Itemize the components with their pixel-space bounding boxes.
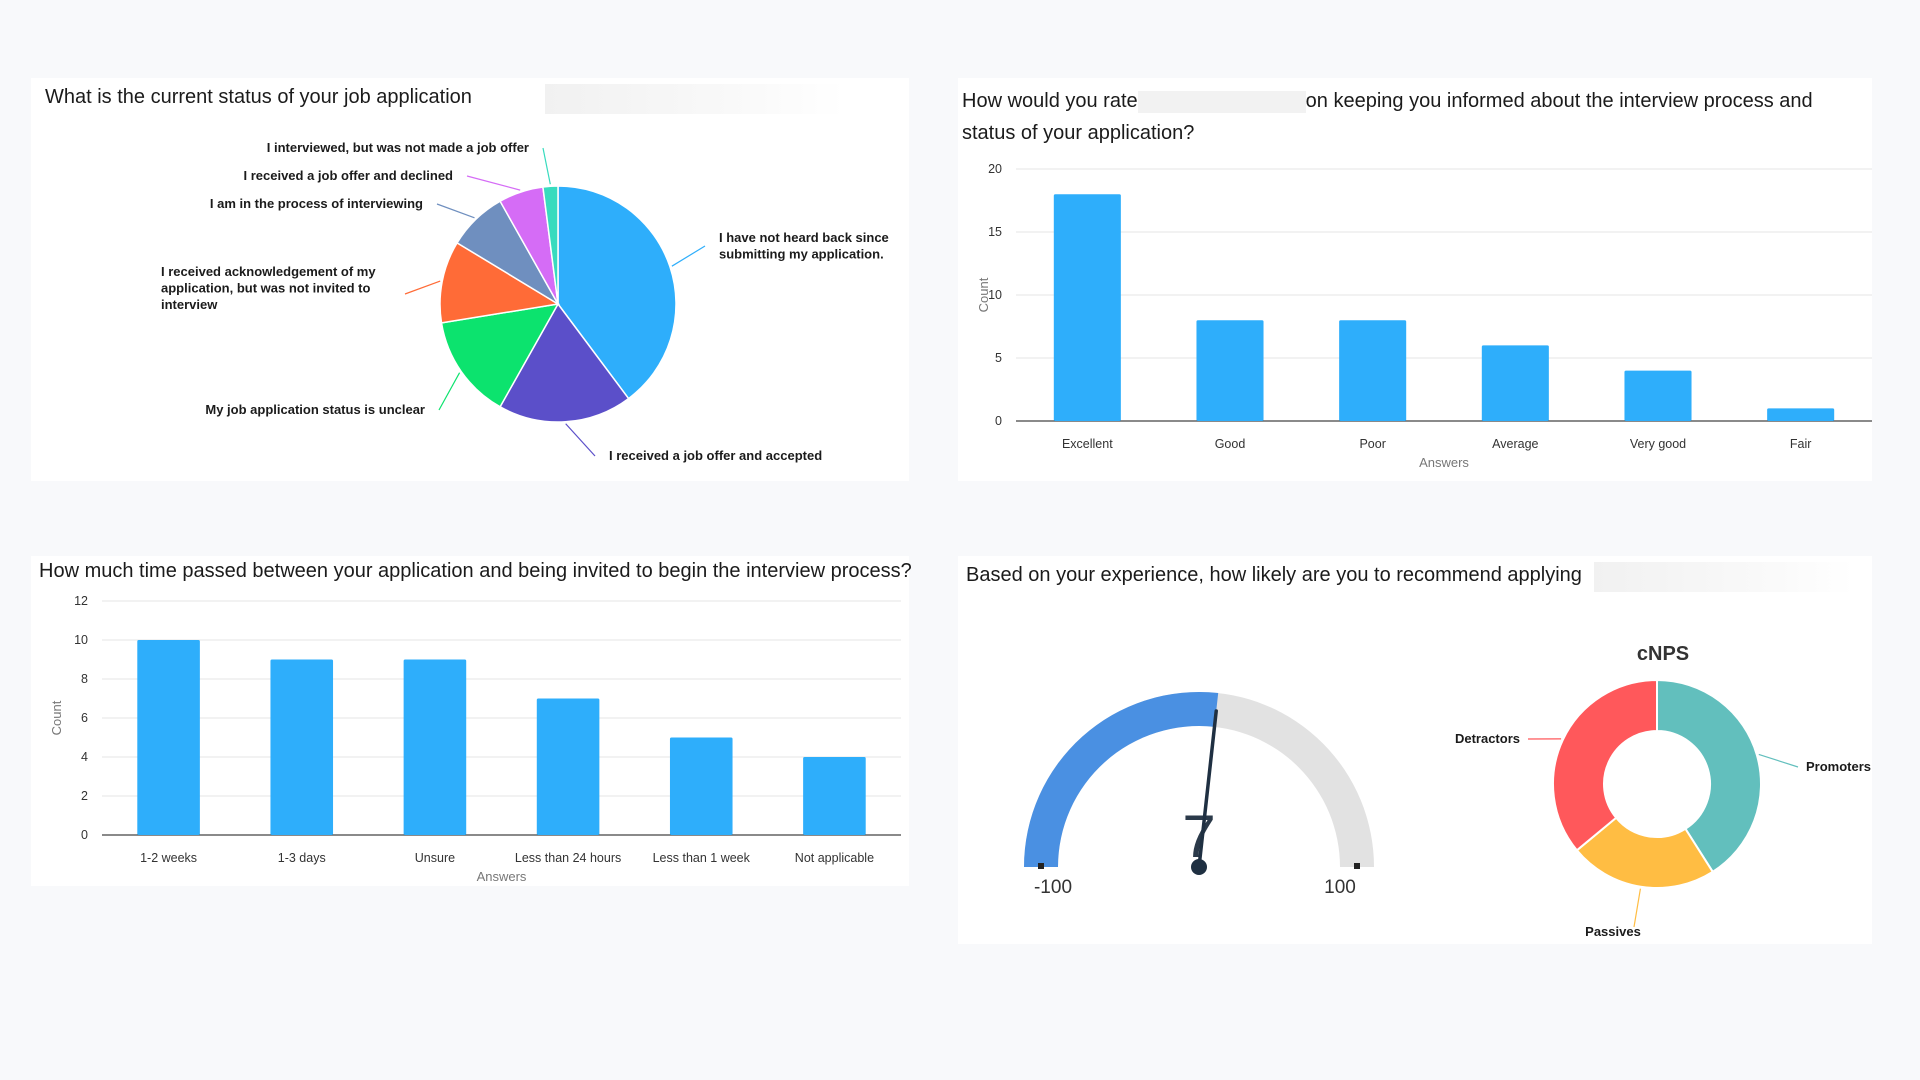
x-tick-label: 1-2 weeks (140, 851, 197, 865)
rating-chart-title-line2: status of your application? (962, 122, 1195, 144)
y-tick-label: 10 (988, 288, 1002, 302)
gauge-min-label: -100 (1034, 877, 1072, 898)
bar (803, 757, 866, 835)
y-axis-title: Count (49, 700, 64, 735)
bar (1196, 320, 1264, 421)
pie-leader-line (565, 423, 596, 457)
x-axis-title: Answers (1419, 455, 1469, 470)
donut-slice-label: Promoters (1806, 759, 1871, 774)
pie-slice (499, 302, 630, 423)
y-tick-label: 0 (995, 414, 1002, 428)
gauge-min-tick (1038, 863, 1044, 869)
rating-bar-chart: 0 5 10 15 20 Excellent Good Poor Average Very goo… (976, 162, 1872, 470)
gauge-max-label: 100 (1324, 877, 1356, 898)
gauge-max-tick (1354, 863, 1360, 869)
pie-slice-label: I have not heard back since submitting my… (719, 230, 889, 262)
pie-slice (557, 185, 677, 400)
pie-slice-label: My job application status is unclear (205, 402, 425, 417)
pie-slice-label: I interviewed, but was not made a job of… (267, 140, 529, 155)
y-tick-label: 2 (81, 789, 88, 803)
time-chart-panel: How much time passed between your applic… (31, 556, 912, 886)
redacted-text (1594, 562, 1854, 592)
pie-slice-label: I received acknowledgement of my applicat… (161, 264, 376, 312)
y-tick-label: 10 (74, 633, 88, 647)
cnps-gauge: 7-100 100 (1024, 692, 1374, 898)
donut-slice-label: Passives (1585, 924, 1641, 939)
pie-slice-label: I am in the process of interviewing (210, 196, 423, 211)
bar (1767, 408, 1835, 421)
donut-slice (1552, 678, 1658, 852)
x-tick-label: Very good (1630, 437, 1686, 451)
pie-leader-line (404, 280, 441, 295)
time-bar-chart: 0 2 4 6 8 10 12 1-2 weeks 1-3 days Unsure Less tha… (49, 594, 901, 884)
time-chart-title: How much time passed between your applic… (39, 560, 912, 582)
bar (1624, 370, 1692, 421)
x-tick-label: Good (1215, 437, 1246, 451)
pie-leader-line (436, 203, 475, 219)
y-tick-label: 4 (81, 750, 88, 764)
redacted-text (545, 84, 845, 114)
recommend-chart-panel: Based on your experience, how likely are… (958, 556, 1872, 944)
rating-title-end: on keeping you informed about the interv… (1305, 90, 1813, 112)
x-tick-label: Average (1492, 437, 1538, 451)
pie-leader-line (466, 175, 521, 191)
x-tick-label: Excellent (1062, 437, 1113, 451)
y-tick-label: 8 (81, 672, 88, 686)
status-pie-chart: I have not heard back since submitting my… (161, 140, 889, 463)
pie-slice (542, 185, 559, 305)
y-tick-label: 12 (74, 594, 88, 608)
y-tick-label: 20 (988, 162, 1002, 176)
pie-leader-line (542, 147, 551, 185)
bar (137, 640, 200, 835)
bar (536, 698, 600, 835)
x-tick-label: Fair (1790, 437, 1812, 451)
y-tick-label: 15 (988, 225, 1002, 239)
donut-leader-line (1758, 753, 1799, 768)
pie-slice-label: I received a job offer and declined (243, 168, 453, 183)
donut-slice (1656, 678, 1762, 874)
pie-slice (440, 303, 560, 408)
bar (1339, 320, 1407, 421)
x-tick-label: Less than 1 week (653, 851, 751, 865)
rating-title-start: How would you rate (962, 90, 1138, 112)
bar (1053, 194, 1121, 421)
recommend-chart-title: Based on your experience, how likely are… (966, 564, 1582, 586)
y-tick-label: 5 (995, 351, 1002, 365)
x-tick-label: Unsure (415, 851, 455, 865)
donut-leader-line (1633, 888, 1642, 928)
pie-slice (439, 241, 561, 324)
bar (669, 737, 733, 835)
status-chart-panel: What is the current status of your job a… (31, 78, 909, 481)
rating-chart-panel: How would you rate on keeping you informe… (958, 78, 1872, 481)
x-tick-label: Less than 24 hours (515, 851, 621, 865)
cnps-donut-chart: cNPS Promoters Passives Detractors (1455, 643, 1871, 939)
bar (270, 659, 334, 835)
donut-slice-label: Detractors (1455, 731, 1520, 746)
x-axis-title: Answers (477, 869, 527, 884)
donut-title: cNPS (1637, 643, 1689, 665)
rating-chart-title: How would you rate on keeping you informe… (962, 86, 1813, 117)
y-axis-title: Count (976, 277, 991, 312)
redacted-text (1137, 90, 1306, 113)
y-tick-label: 6 (81, 711, 88, 725)
y-tick-label: 0 (81, 828, 88, 842)
pie-leader-line (438, 372, 461, 411)
gauge-needle (1197, 709, 1218, 869)
pie-slice-label: I received a job offer and accepted (609, 448, 822, 463)
pie-leader-line (671, 245, 706, 267)
status-chart-title: What is the current status of your job a… (45, 86, 472, 108)
bar (403, 659, 467, 835)
bar (1481, 345, 1549, 421)
donut-slice (1575, 816, 1715, 889)
gauge-fill (1024, 692, 1219, 867)
x-tick-label: Poor (1359, 437, 1385, 451)
x-tick-label: Not applicable (795, 851, 874, 865)
x-tick-label: 1-3 days (278, 851, 326, 865)
gauge-needle-hub (1191, 859, 1207, 875)
